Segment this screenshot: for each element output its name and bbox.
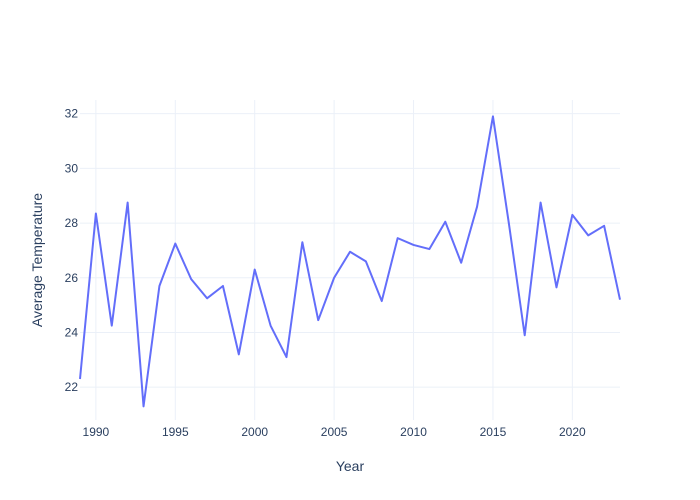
x-tick-label: 1995 [162,425,189,439]
x-tick-label: 2015 [480,425,507,439]
x-tick-label: 2000 [241,425,268,439]
x-axis-title: Year [336,458,365,474]
y-tick-label: 24 [65,325,79,339]
y-tick-label: 32 [65,107,79,121]
x-tick-label: 2010 [400,425,427,439]
x-gridlines [95,100,573,420]
x-tick-label: 2005 [321,425,348,439]
y-gridlines [80,113,620,388]
y-axis-title: Average Temperature [29,193,45,327]
x-tick-labels: 1990 1995 2000 2005 2010 2015 2020 [83,425,586,439]
series-layer [79,115,621,408]
y-tick-label: 28 [65,216,79,230]
x-tick-label: 2020 [559,425,586,439]
y-tick-label: 22 [65,380,79,394]
y-tick-label: 26 [65,271,79,285]
series-line [79,115,621,408]
y-tick-labels: 22 24 26 28 30 32 [65,107,79,395]
y-tick-label: 30 [65,161,79,175]
x-tick-label: 1990 [83,425,110,439]
